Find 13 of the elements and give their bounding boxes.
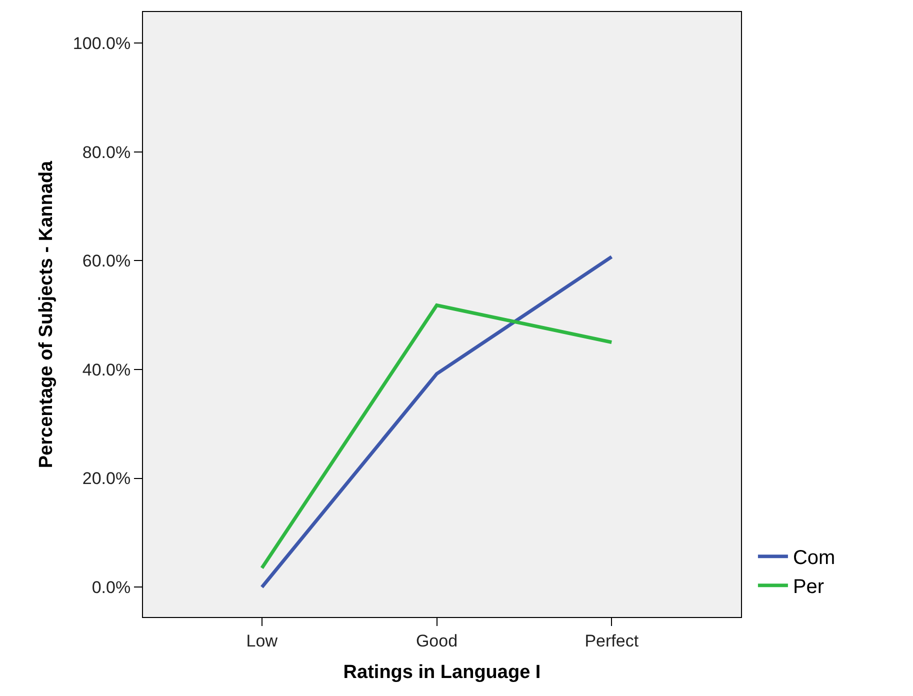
- x-axis-title: Ratings in Language I: [343, 662, 541, 684]
- x-tick-label: Low: [246, 631, 278, 650]
- y-axis-title: Percentage of Subjects - Kannada: [36, 160, 57, 468]
- legend-label: Per: [792, 576, 824, 598]
- legend-label: Com: [792, 547, 836, 570]
- y-tick-label: 40.0%: [82, 360, 131, 380]
- y-tick-label: 80.0%: [82, 142, 131, 162]
- x-tick-label: Perfect: [584, 631, 639, 650]
- x-tick-label: Good: [416, 631, 458, 650]
- y-tick-label: 20.0%: [82, 469, 131, 488]
- y-tick-label: 0.0%: [92, 578, 131, 598]
- y-tick-label: 60.0%: [82, 252, 131, 271]
- y-tick-label: 100.0%: [72, 34, 131, 53]
